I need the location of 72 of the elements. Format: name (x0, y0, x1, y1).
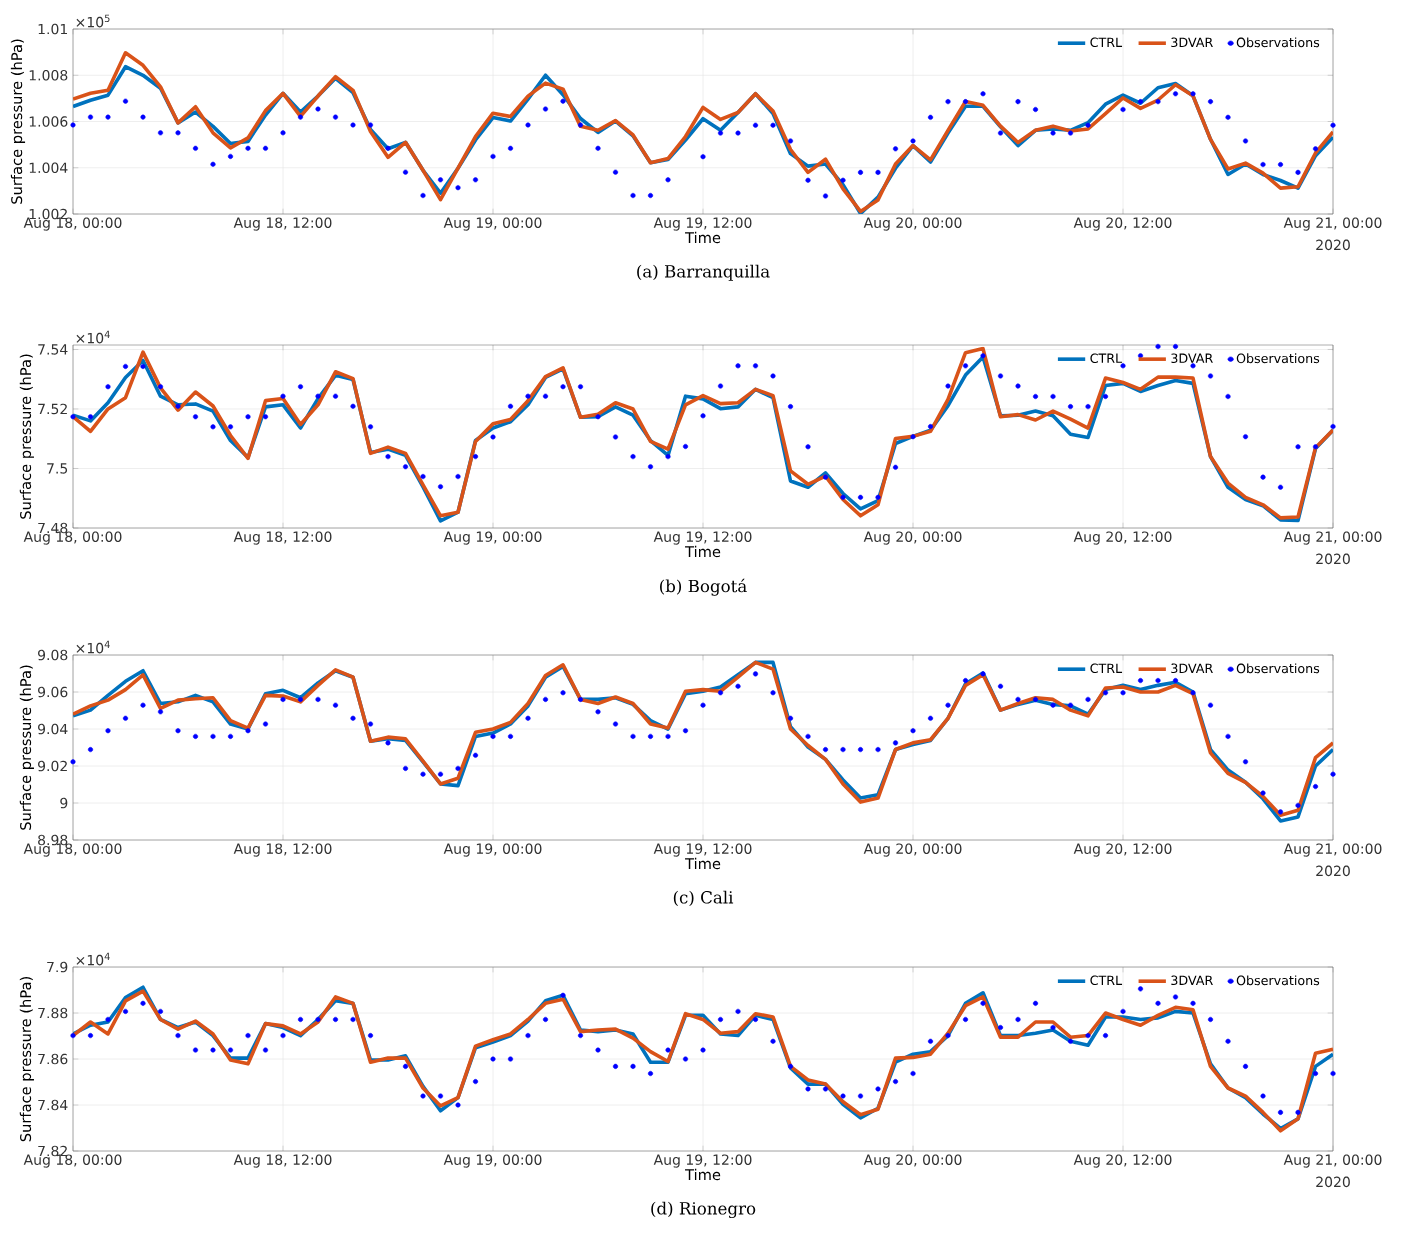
legend-label: CTRL (1090, 663, 1123, 674)
y-tick-label: 7.88 (38, 1007, 68, 1019)
y-tick-label: 9.04 (38, 723, 68, 735)
legend-label: 3DVAR (1171, 353, 1213, 364)
text: 2020 (1316, 1176, 1350, 1188)
legend-label: 3DVAR (1171, 975, 1213, 986)
x-tick-label: Aug 19, 00:00 (443, 843, 542, 857)
x-tick-label: Aug 21, 00:00 (1283, 843, 1382, 857)
y-tick-label: 1.01 (38, 23, 67, 35)
y-tick-label: 7.84 (38, 1099, 68, 1111)
x-axis-title: Time (685, 857, 721, 870)
x-axis-title: Time (685, 1168, 721, 1181)
x-tick-label: Aug 18, 12:00 (233, 531, 332, 545)
text: ×10$^{4}$ (76, 330, 110, 344)
y-axis-title: Surface pressure (hPa) (19, 354, 34, 519)
x-tick-label: Aug 19, 00:00 (443, 531, 542, 545)
x-tick-label: Aug 19, 12:00 (653, 217, 752, 231)
text: 2020 (1316, 865, 1350, 877)
y-tick-label: 7.5 (47, 463, 68, 474)
y-tick-label: 7.54 (38, 344, 68, 355)
x-tick-label: Aug 19, 12:00 (653, 531, 752, 545)
text: 2020 (1316, 239, 1350, 251)
x-axis-title: Time (685, 545, 721, 558)
legend-label: Observations (1236, 353, 1320, 364)
legend-label: 3DVAR (1171, 37, 1213, 48)
text: (b) Bogotá (660, 578, 747, 596)
x-tick-label: Aug 18, 12:00 (233, 843, 332, 857)
y-tick-label: 7.9 (47, 961, 68, 973)
x-tick-label: Aug 19, 00:00 (443, 217, 542, 231)
y-tick-label: 9.08 (38, 649, 68, 661)
x-tick-label: Aug 20, 12:00 (1073, 531, 1172, 545)
x-tick-label: Aug 20, 12:00 (1073, 843, 1172, 857)
x-tick-label: Aug 21, 00:00 (1283, 531, 1382, 545)
x-tick-label: Aug 20, 00:00 (863, 1154, 962, 1168)
legend-label: Observations (1236, 975, 1320, 986)
y-axis-title: Surface pressure (hPa) (19, 977, 34, 1142)
text: (d) Rionegro (651, 1201, 756, 1219)
legend-label: CTRL (1090, 353, 1123, 364)
y-tick-label: 7.86 (38, 1053, 68, 1065)
x-tick-label: Aug 20, 12:00 (1073, 1154, 1172, 1168)
x-tick-label: Aug 19, 12:00 (653, 1154, 752, 1168)
x-tick-label: Aug 18, 12:00 (233, 217, 332, 231)
x-tick-label: Aug 19, 12:00 (653, 843, 752, 857)
x-tick-label: Aug 20, 12:00 (1073, 217, 1172, 231)
x-tick-label: Aug 21, 00:00 (1283, 217, 1382, 231)
x-tick-label: Aug 20, 00:00 (863, 531, 962, 545)
y-tick-label: 1.006 (29, 116, 68, 127)
x-tick-label: Aug 20, 00:00 (863, 843, 962, 857)
x-tick-label: Aug 20, 00:00 (863, 217, 962, 231)
y-axis-title: Surface pressure (hPa) (10, 39, 26, 204)
text: ×10$^{5}$ (76, 14, 110, 28)
legend-label: CTRL (1090, 37, 1123, 48)
x-tick-label: Aug 19, 00:00 (443, 1154, 542, 1168)
text: ×10$^{4}$ (76, 952, 110, 966)
y-tick-label: 9 (60, 797, 68, 809)
x-axis-title: Time (685, 231, 721, 244)
text: 2020 (1316, 553, 1350, 565)
legend-label: Observations (1236, 37, 1320, 48)
text: (a) Barranquilla (637, 264, 770, 281)
x-tick-label: Aug 18, 12:00 (233, 1154, 332, 1168)
y-axis-title: Surface pressure (hPa) (19, 665, 34, 830)
legend-label: Observations (1236, 663, 1320, 674)
x-tick-label: Aug 21, 00:00 (1283, 1154, 1382, 1168)
y-tick-label: 9.02 (38, 760, 67, 772)
y-tick-label: 1.004 (29, 162, 68, 174)
y-tick-label: 7.52 (38, 403, 67, 415)
text: ×10$^{4}$ (76, 640, 110, 654)
y-tick-label: 9.06 (38, 686, 68, 698)
legend-label: 3DVAR (1171, 663, 1213, 674)
text: (c) Cali (673, 890, 734, 906)
legend-label: CTRL (1090, 975, 1123, 986)
y-tick-label: 1.008 (29, 69, 68, 81)
